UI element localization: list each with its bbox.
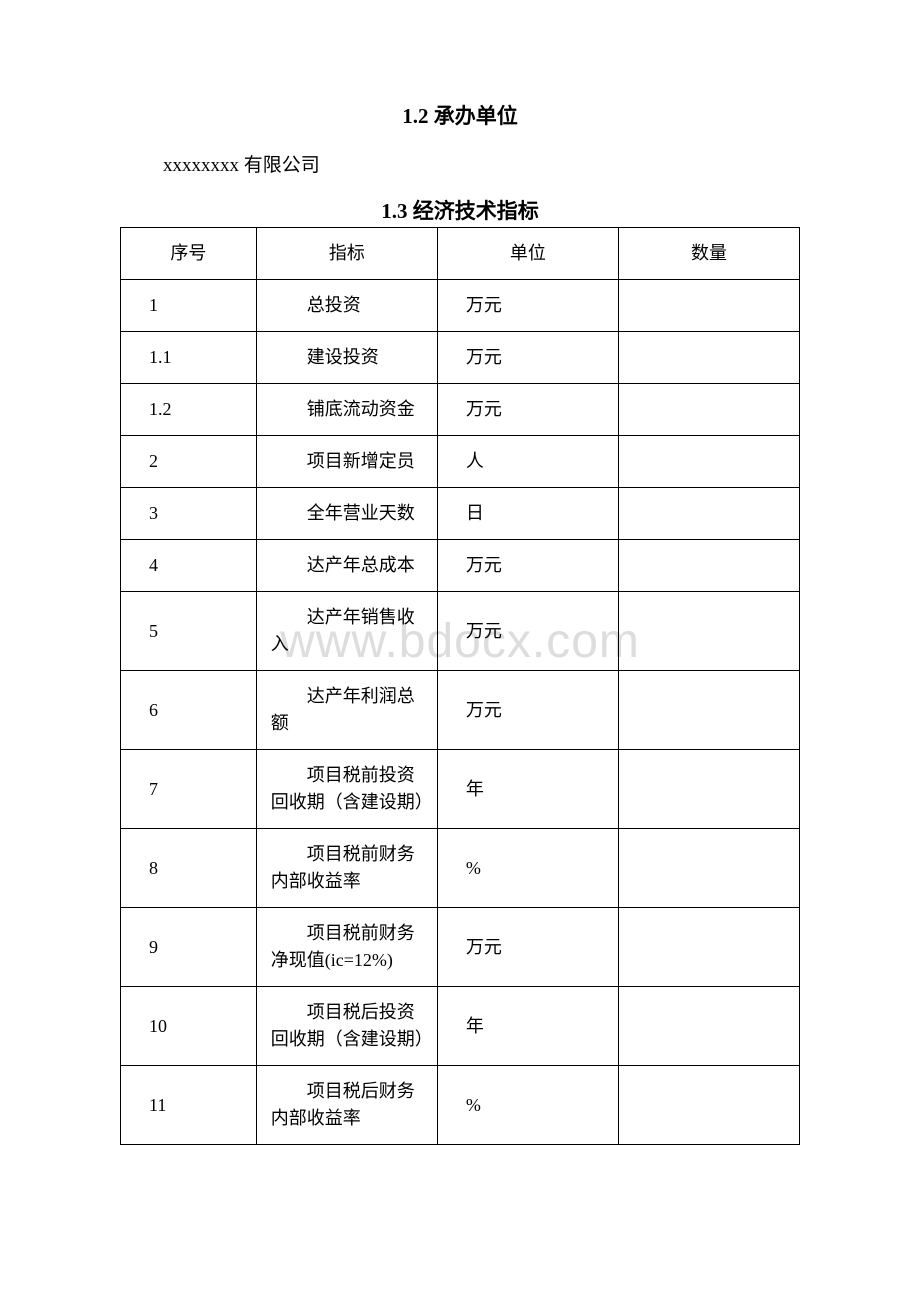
cell-unit: 万元	[437, 332, 618, 384]
cell-qty	[618, 540, 799, 592]
cell-qty	[618, 671, 799, 750]
cell-indicator: 建设投资	[256, 332, 437, 384]
table-row: 11项目税后财务内部收益率%	[121, 1066, 800, 1145]
cell-qty	[618, 332, 799, 384]
cell-qty	[618, 592, 799, 671]
table-row: 4达产年总成本万元	[121, 540, 800, 592]
cell-seq: 7	[121, 750, 257, 829]
cell-unit: 万元	[437, 908, 618, 987]
page-content: 1.2 承办单位 xxxxxxxx 有限公司 1.3 经济技术指标 序号指标单位…	[120, 100, 800, 1145]
section-1-2-title: 1.2 承办单位	[120, 100, 800, 130]
cell-unit: 年	[437, 750, 618, 829]
cell-indicator: 项目税前财务净现值(ic=12%)	[256, 908, 437, 987]
cell-indicator: 项目税前财务内部收益率	[256, 829, 437, 908]
cell-seq: 4	[121, 540, 257, 592]
cell-indicator: 达产年总成本	[256, 540, 437, 592]
table-row: 1.1建设投资万元	[121, 332, 800, 384]
cell-indicator: 项目税后财务内部收益率	[256, 1066, 437, 1145]
table-row: 1.2铺底流动资金万元	[121, 384, 800, 436]
cell-indicator: 项目新增定员	[256, 436, 437, 488]
cell-seq: 3	[121, 488, 257, 540]
cell-seq: 8	[121, 829, 257, 908]
cell-unit: 人	[437, 436, 618, 488]
cell-indicator: 达产年销售收入	[256, 592, 437, 671]
cell-unit: %	[437, 1066, 618, 1145]
cell-indicator: 铺底流动资金	[256, 384, 437, 436]
cell-seq: 5	[121, 592, 257, 671]
table-row: 9项目税前财务净现值(ic=12%)万元	[121, 908, 800, 987]
cell-qty	[618, 750, 799, 829]
table-row: 6达产年利润总额万元	[121, 671, 800, 750]
section-1-3-title: 1.3 经济技术指标	[120, 195, 800, 225]
cell-seq: 9	[121, 908, 257, 987]
cell-unit: 万元	[437, 671, 618, 750]
section-1-2-body: xxxxxxxx 有限公司	[120, 150, 800, 177]
table-row: 8项目税前财务内部收益率%	[121, 829, 800, 908]
table-row: 1总投资万元	[121, 280, 800, 332]
cell-indicator: 项目税后投资回收期（含建设期）	[256, 987, 437, 1066]
table-row: 3全年营业天数日	[121, 488, 800, 540]
cell-qty	[618, 280, 799, 332]
table-header-row: 序号指标单位数量	[121, 228, 800, 280]
cell-indicator: 总投资	[256, 280, 437, 332]
cell-seq: 6	[121, 671, 257, 750]
cell-qty	[618, 829, 799, 908]
cell-unit: 万元	[437, 540, 618, 592]
cell-unit: 万元	[437, 384, 618, 436]
cell-seq: 10	[121, 987, 257, 1066]
table-row: 7项目税前投资回收期（含建设期）年	[121, 750, 800, 829]
cell-qty	[618, 436, 799, 488]
cell-seq: 1.2	[121, 384, 257, 436]
cell-indicator: 达产年利润总额	[256, 671, 437, 750]
indicators-table: 序号指标单位数量1总投资万元1.1建设投资万元1.2铺底流动资金万元2项目新增定…	[120, 227, 800, 1145]
cell-indicator: 项目税前投资回收期（含建设期）	[256, 750, 437, 829]
table-row: 10项目税后投资回收期（含建设期）年	[121, 987, 800, 1066]
cell-seq: 2	[121, 436, 257, 488]
cell-seq: 11	[121, 1066, 257, 1145]
cell-qty	[618, 488, 799, 540]
cell-indicator: 全年营业天数	[256, 488, 437, 540]
cell-unit: %	[437, 829, 618, 908]
table-header-indicator: 指标	[256, 228, 437, 280]
table-row: 5达产年销售收入万元	[121, 592, 800, 671]
cell-seq: 1	[121, 280, 257, 332]
table-row: 2项目新增定员人	[121, 436, 800, 488]
cell-qty	[618, 384, 799, 436]
cell-unit: 万元	[437, 592, 618, 671]
cell-qty	[618, 1066, 799, 1145]
cell-qty	[618, 908, 799, 987]
table-header-qty: 数量	[618, 228, 799, 280]
cell-unit: 日	[437, 488, 618, 540]
cell-unit: 年	[437, 987, 618, 1066]
table-header-unit: 单位	[437, 228, 618, 280]
cell-seq: 1.1	[121, 332, 257, 384]
cell-qty	[618, 987, 799, 1066]
cell-unit: 万元	[437, 280, 618, 332]
table-header-seq: 序号	[121, 228, 257, 280]
